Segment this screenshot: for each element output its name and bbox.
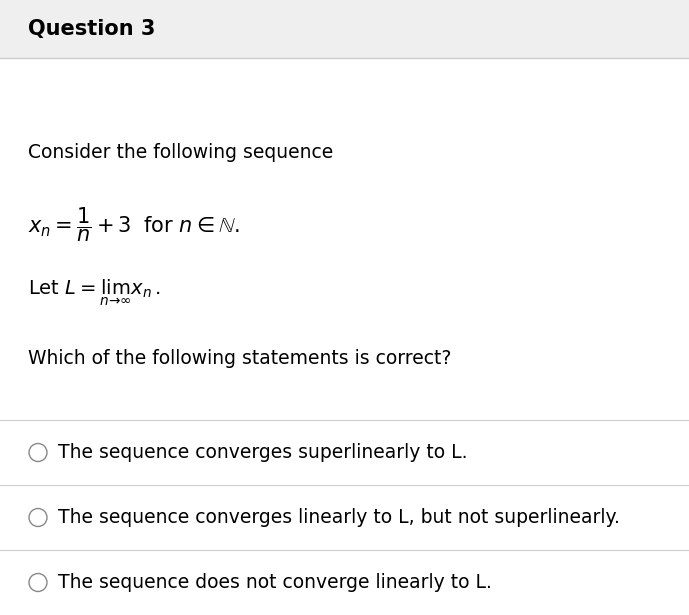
Text: The sequence does not converge linearly to L.: The sequence does not converge linearly … xyxy=(58,573,492,592)
Text: Let $L = \lim_{n \to \infty} x_n.$: Let $L = \lim_{n \to \infty} x_n.$ xyxy=(28,278,161,308)
Text: Consider the following sequence: Consider the following sequence xyxy=(28,143,333,162)
Text: The sequence converges superlinearly to L.: The sequence converges superlinearly to … xyxy=(58,443,468,462)
Text: Which of the following statements is correct?: Which of the following statements is cor… xyxy=(28,349,451,368)
Text: The sequence converges linearly to L, but not superlinearly.: The sequence converges linearly to L, bu… xyxy=(58,508,620,527)
Text: $x_n = \dfrac{1}{n} + 3\;$ for $n \in \mathbb{N}.$: $x_n = \dfrac{1}{n} + 3\;$ for $n \in \m… xyxy=(28,206,240,244)
Bar xyxy=(0,0,689,58)
Text: Question 3: Question 3 xyxy=(28,19,156,39)
